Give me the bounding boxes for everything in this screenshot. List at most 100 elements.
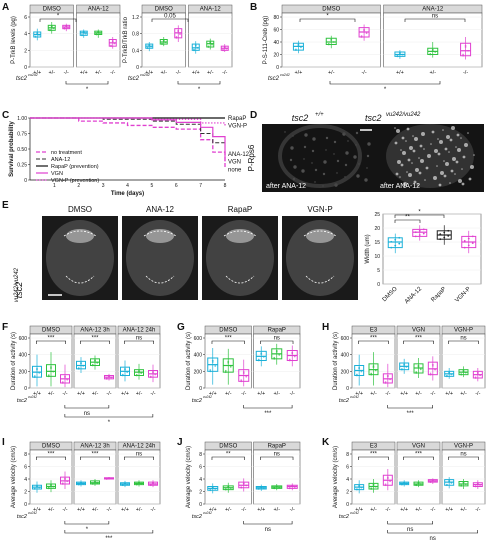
facet-strip-label: ANA-12 3h [80, 444, 109, 450]
x-tick-label: +/- [460, 507, 467, 513]
speckle [423, 148, 425, 150]
genotype-axis-text: tsc2 [339, 398, 349, 404]
data-point [356, 373, 358, 376]
data-point [372, 483, 375, 486]
data-point [262, 355, 265, 358]
significance-bracket [387, 521, 433, 525]
x-tick-label: -/- [361, 70, 366, 76]
facet-strip-label: DMSO [219, 328, 237, 334]
data-point [439, 233, 442, 236]
x-tick-label: +/+ [355, 391, 363, 397]
x-tick-label: +/+ [77, 391, 85, 397]
box-iqr [387, 237, 403, 249]
data-point [462, 481, 465, 484]
speckle [394, 141, 398, 145]
y-tick-label: 400 [194, 353, 203, 359]
data-point [363, 28, 365, 31]
y-tick-label: 8 [199, 452, 202, 458]
x-tick-label: +/- [92, 507, 99, 513]
data-point [278, 353, 281, 356]
panel-letter: D [250, 110, 257, 121]
data-point [77, 367, 80, 369]
speckle [336, 159, 340, 163]
significance-label: *** [415, 452, 423, 458]
image-caption: after ANA-12 [380, 183, 420, 190]
speckle [303, 145, 307, 149]
facet-strip-label: ANA-12 3h [80, 328, 109, 334]
significance-bracket [243, 521, 293, 525]
data-point [52, 27, 55, 30]
facet-strip-label: RapaP [268, 328, 286, 334]
speckle [405, 140, 407, 142]
x-tick-label: -/- [290, 391, 295, 397]
x-tick-label: +/+ [33, 507, 41, 513]
x-tick-label: -/- [430, 507, 435, 513]
data-point [138, 369, 140, 372]
y-tick-label: 600 [341, 336, 350, 342]
genotype-axis-text: tsc2 [128, 76, 140, 82]
width-outline [65, 275, 95, 284]
y-tick-label: 4 [24, 477, 27, 483]
speckle [314, 181, 316, 183]
y-axis-label: P-TrkB levels (pg) [11, 16, 17, 64]
data-point [448, 479, 451, 482]
x-tick-label: +/+ [209, 391, 217, 397]
image-side-label-sup: vu242/vu242 [14, 267, 20, 302]
y-tick-label: 2 [24, 48, 27, 54]
image-title: ANA-12 [146, 205, 175, 214]
speckle [356, 174, 360, 178]
data-point [63, 27, 66, 30]
x-tick-label: +/- [48, 507, 55, 513]
data-point [419, 483, 422, 485]
data-point [152, 370, 154, 373]
data-point [332, 41, 335, 43]
y-axis-label: Average velocity (cm/s) [186, 446, 192, 508]
speckle [407, 158, 411, 162]
speckle [394, 127, 396, 129]
y-axis-label: Survival probability [9, 120, 15, 176]
data-point [370, 372, 373, 375]
x-tick-label: -/- [241, 507, 246, 513]
data-point [77, 483, 80, 486]
speckle [406, 127, 410, 131]
significance-label: 0.05 [164, 14, 176, 20]
significance-label: ** [226, 452, 231, 458]
x-tick-label: +/- [95, 70, 102, 76]
speckle [403, 182, 407, 186]
facet-strip-label: E3 [370, 444, 378, 450]
x-tick-label: +/+ [445, 391, 453, 397]
speckle [468, 177, 472, 181]
data-point [389, 378, 391, 381]
data-point [108, 375, 110, 378]
speckle [451, 126, 455, 130]
x-tick-label: -/- [222, 70, 227, 76]
speckle [440, 171, 444, 175]
data-point [84, 32, 87, 35]
speckle [400, 149, 402, 151]
panel-letter: G [177, 322, 185, 333]
y-tick-label: 0 [346, 386, 349, 392]
data-point [415, 371, 418, 373]
genotype-axis-sup: vu242 [28, 395, 37, 399]
data-point [462, 369, 465, 372]
significance-label: * [418, 210, 421, 216]
data-point [443, 231, 446, 234]
significance-label: ns [136, 452, 142, 458]
speckle [452, 157, 456, 161]
x-tick-label: +/+ [396, 70, 404, 76]
speckle [336, 172, 338, 174]
data-point [240, 486, 243, 489]
data-point [47, 374, 50, 377]
data-point [149, 375, 152, 378]
facet-frame [253, 449, 301, 505]
data-point [273, 356, 276, 359]
speckle [418, 171, 422, 175]
data-point [193, 48, 195, 51]
end-label: VGN-P [228, 123, 247, 129]
speckle [454, 173, 456, 175]
speckle [293, 165, 297, 169]
legend-entry: no treatment [51, 150, 82, 156]
speckle [312, 137, 316, 141]
